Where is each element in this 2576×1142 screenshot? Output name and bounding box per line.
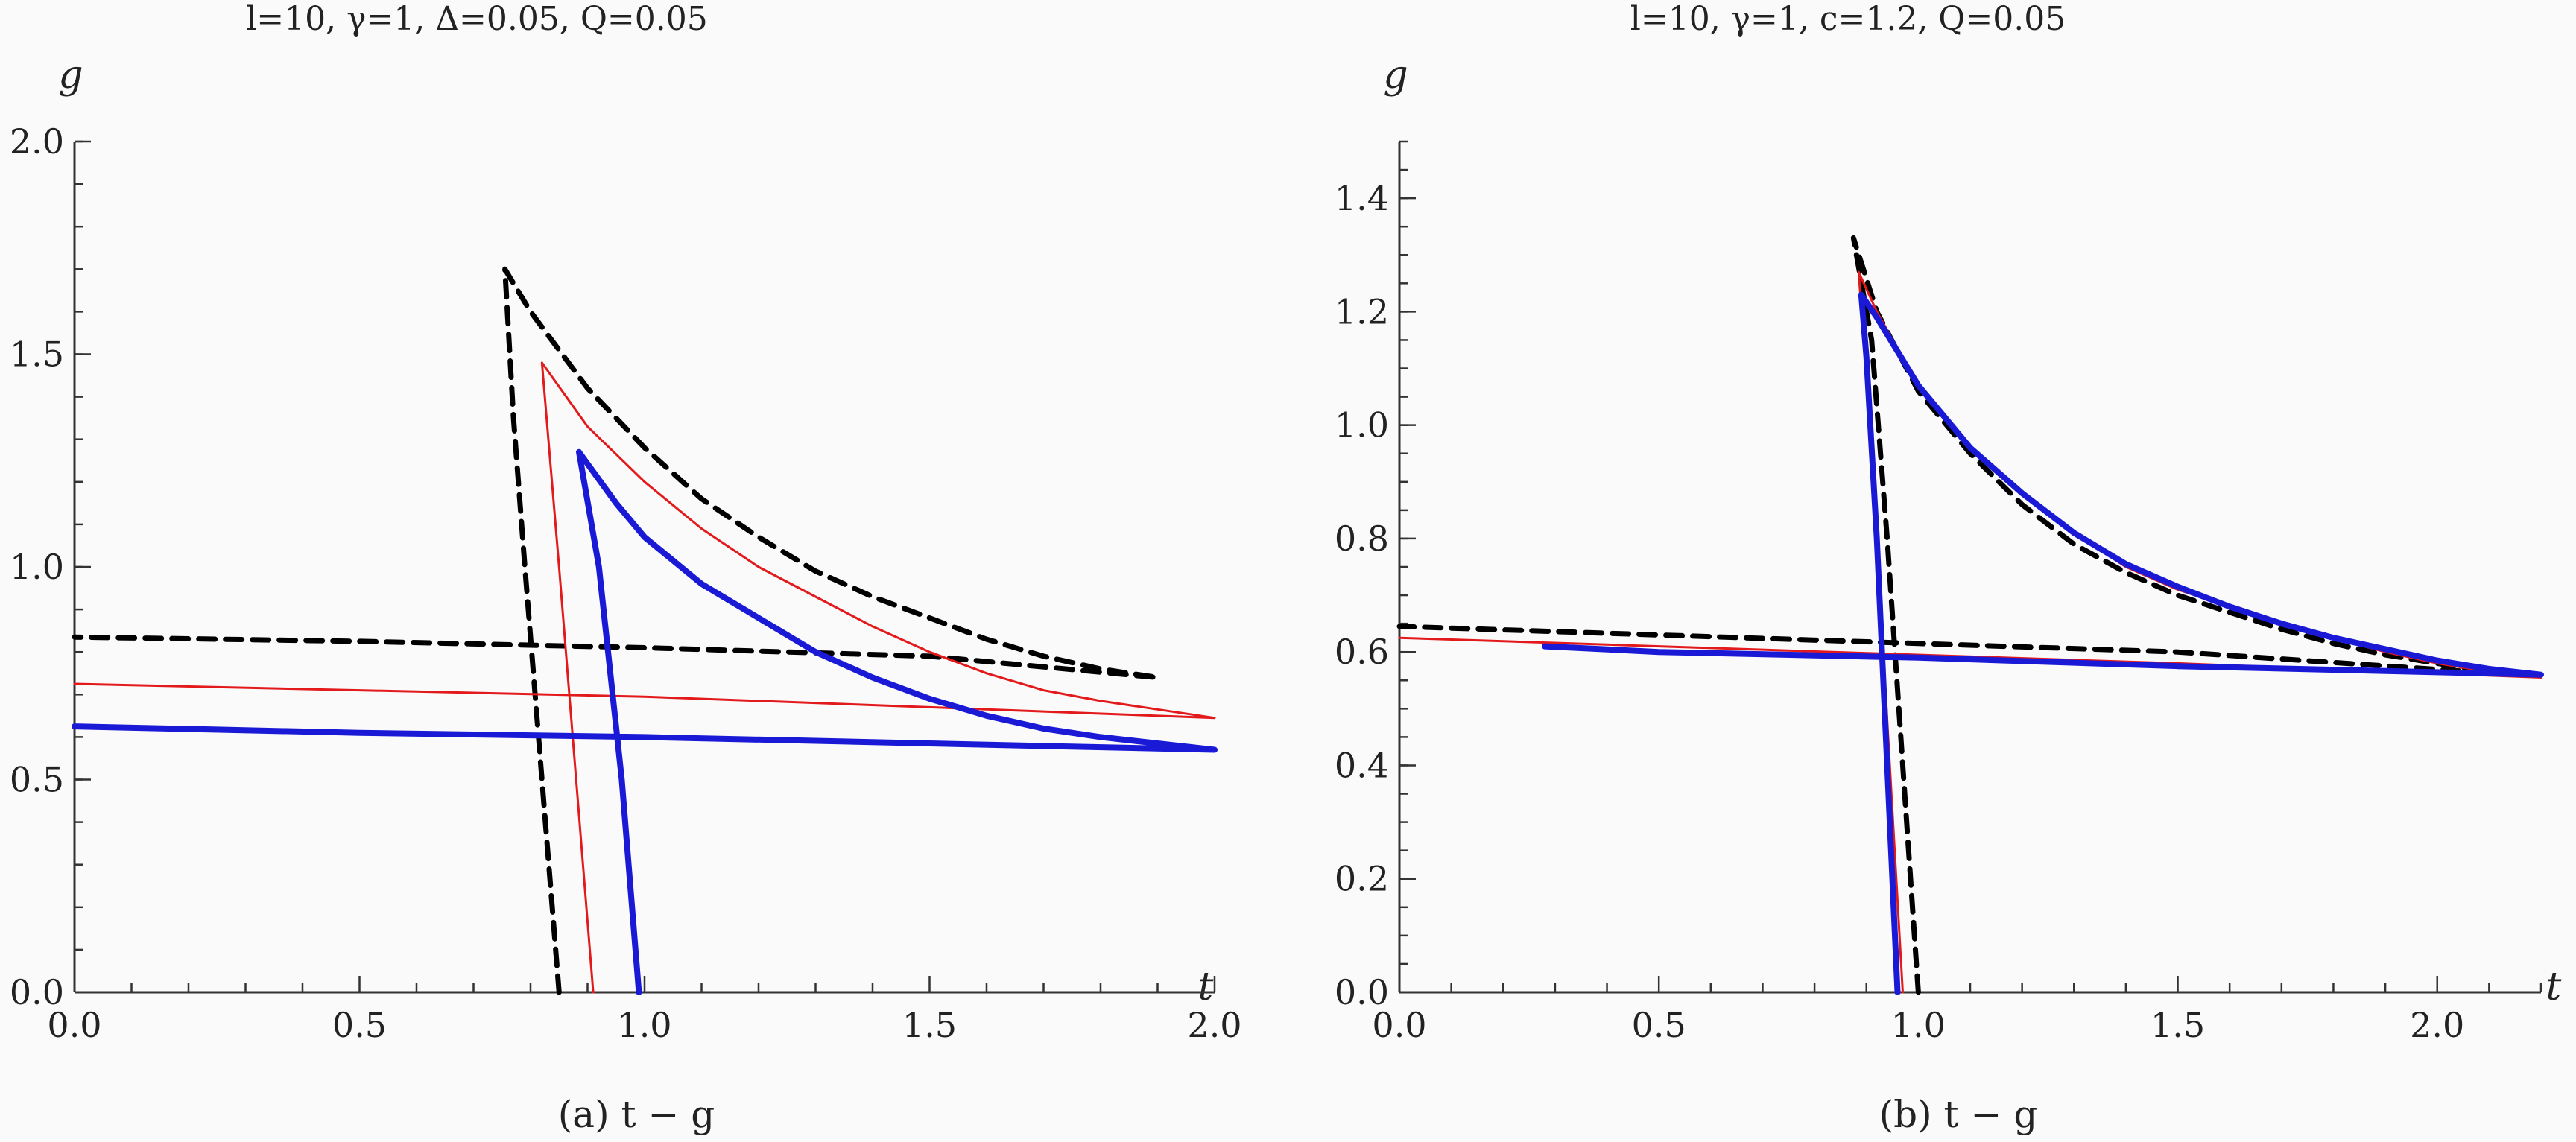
panel-a-title: l=10, γ=1, Δ=0.05, Q=0.05 <box>246 0 708 38</box>
panel-a-x-tick-label: 0.5 <box>332 1005 387 1045</box>
panel-b-x-tick-label: 1.5 <box>2151 1005 2205 1045</box>
panel-a-y-tick-label: 1.0 <box>10 547 64 587</box>
panel-a-axes: 0.0 0.5 1.0 1.5 2.0 0.0 0.5 1.0 1.5 2.0 <box>10 121 1242 1045</box>
panel-b-title: l=10, γ=1, c=1.2, Q=0.05 <box>1630 0 2066 38</box>
panel-a-series-line-3 <box>72 448 1218 995</box>
panel-b-y-tick-label: 1.4 <box>1335 178 1389 218</box>
panel-b-y-tick-label: 0.2 <box>1335 859 1389 899</box>
panel-a-y-axis-label: g <box>58 53 83 98</box>
panel-b-y-tick-label: 1.2 <box>1335 291 1389 332</box>
panel-a-y-tick-label: 0.0 <box>10 972 64 1012</box>
panel-b-y-tick-label: 0.8 <box>1335 518 1389 559</box>
panel-a-series-line-1 <box>72 266 1160 995</box>
panel-b-x-tick-label: 2.0 <box>2410 1005 2464 1045</box>
panel-b-series-group <box>1396 235 2544 995</box>
panel-b-y-tick-label: 1.0 <box>1335 405 1389 445</box>
panel-b-series-line-3 <box>1542 291 2544 995</box>
panel-b-y-tick-label: 0.4 <box>1335 745 1389 785</box>
panel-a-y-tick-label: 2.0 <box>10 121 64 162</box>
panel-b-x-tick-label: 0.0 <box>1372 1005 1426 1045</box>
panel-a-x-axis-label: t <box>1198 965 1214 1009</box>
panel-b-axes: 0.0 0.5 1.0 1.5 2.0 0.0 0.2 0.4 0.6 0.8 1.0 1.2 1.4 <box>1335 140 2542 1045</box>
panel-b-x-tick-label: 1.0 <box>1891 1005 1946 1045</box>
panel-a-x-tick-label: 1.5 <box>902 1005 957 1045</box>
panel-a-x-tick-label: 1.0 <box>617 1005 671 1045</box>
panel-b-y-tick-label: 0.0 <box>1335 972 1389 1012</box>
panel-a-y-tick-label: 1.5 <box>10 334 64 375</box>
panel-b-x-axis-label: t <box>2546 965 2562 1009</box>
panel-a-y-tick-label: 0.5 <box>10 760 64 800</box>
panel-b-y-axis-label: g <box>1383 53 1408 98</box>
panel-b-caption: (b) t − g <box>1879 1093 2038 1136</box>
panel-a-series-group <box>72 266 1218 995</box>
panel-a-x-tick-label: 0.0 <box>47 1005 101 1045</box>
panel-b-series-line-1 <box>1396 235 2518 995</box>
panel-a-caption: (a) t − g <box>558 1093 715 1136</box>
panel-a: l=10, γ=1, Δ=0.05, Q=0.05 g t (a) t − g … <box>10 0 1242 1136</box>
panel-b-y-tick-label: 0.6 <box>1335 632 1389 672</box>
panel-b: l=10, γ=1, c=1.2, Q=0.05 g t (b) t − g 0… <box>1335 0 2562 1136</box>
panel-a-x-tick-label: 2.0 <box>1187 1005 1241 1045</box>
panel-a-series-line-2 <box>73 361 1216 994</box>
panel-b-x-tick-label: 0.5 <box>1632 1005 1686 1045</box>
